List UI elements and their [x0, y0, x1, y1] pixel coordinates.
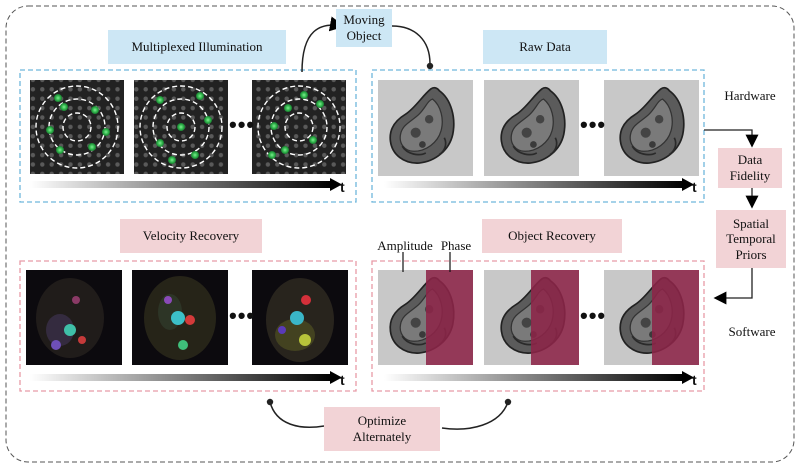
object-recovery-label: Object Recovery — [508, 228, 596, 244]
ellipsis-raw: ••• — [580, 112, 607, 137]
data-fidelity-label: Data Fidelity — [729, 152, 771, 183]
multiplexed-illumination-label: Multiplexed Illumination — [131, 39, 263, 55]
optimize-alternately-label: Optimize Alternately — [352, 413, 412, 444]
software-label: Software — [728, 324, 776, 339]
velocity-recovery-tag: Velocity Recovery — [120, 219, 262, 253]
spatial-temporal-priors-tag: Spatial Temporal Priors — [716, 210, 786, 268]
time-label-object: t — [692, 372, 697, 388]
moving-object-tag: Moving Object — [336, 9, 392, 47]
time-label-velocity: t — [340, 372, 345, 388]
amplitude-label: Amplitude — [377, 238, 433, 253]
spatial-temporal-priors-label: Spatial Temporal Priors — [726, 215, 776, 262]
velocity-frame-1 — [26, 270, 122, 365]
raw-data-tag: Raw Data — [483, 30, 607, 64]
object-frame-1 — [378, 270, 473, 365]
outer-frame — [5, 5, 795, 463]
velocity-recovery-label: Velocity Recovery — [142, 228, 240, 244]
velocity-group-frame — [19, 260, 357, 392]
velocity-frame-2 — [132, 270, 228, 365]
multiplexed-illumination-tag: Multiplexed Illumination — [108, 30, 286, 64]
ellipsis-illumination: ••• — [229, 112, 256, 137]
led-panel-3 — [252, 80, 346, 174]
ellipsis-object: ••• — [580, 303, 607, 328]
object-frame-2 — [484, 270, 579, 365]
optimize-alternately-tag: Optimize Alternately — [324, 407, 440, 451]
led-panel-1 — [30, 80, 124, 174]
time-bar-object — [384, 374, 684, 381]
time-label-raw: t — [692, 179, 697, 195]
raw-frame-1 — [378, 80, 473, 176]
object-frame-3 — [604, 270, 699, 365]
ellipsis-velocity: ••• — [229, 303, 256, 328]
hardware-label: Hardware — [724, 88, 776, 103]
object-recovery-tag: Object Recovery — [482, 219, 622, 253]
time-bar-raw — [384, 181, 684, 188]
led-panel-2 — [134, 80, 228, 174]
raw-frame-3 — [604, 80, 699, 176]
data-fidelity-tag: Data Fidelity — [718, 148, 782, 188]
raw-frame-2 — [484, 80, 579, 176]
velocity-frame-3 — [252, 270, 348, 365]
moving-object-label: Moving Object — [343, 12, 385, 43]
time-bar-illumination — [30, 181, 332, 188]
object-group-frame — [371, 260, 705, 392]
raw-data-label: Raw Data — [519, 39, 571, 55]
phase-label: Phase — [440, 238, 472, 253]
illumination-group-frame — [19, 69, 357, 203]
time-label-illumination: t — [340, 179, 345, 195]
time-bar-velocity — [30, 374, 332, 381]
